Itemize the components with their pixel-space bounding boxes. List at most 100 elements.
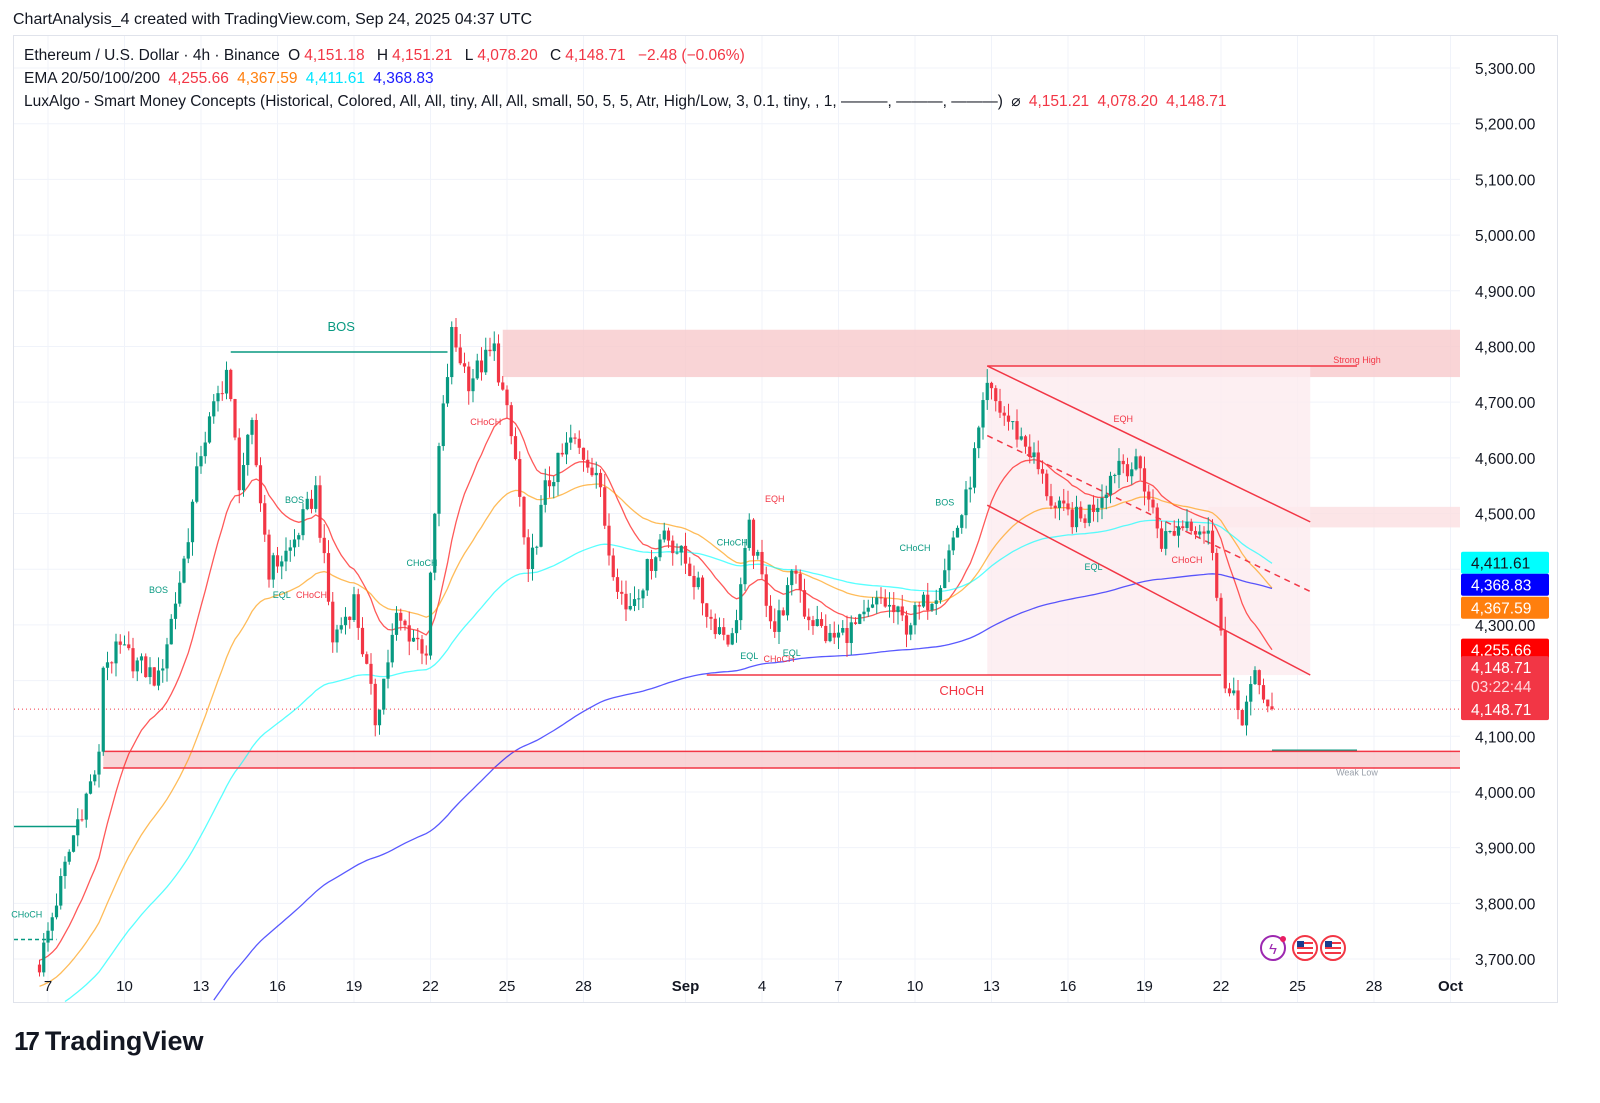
smc-label: CHoCH (11, 909, 42, 919)
smc-label: EQH (1113, 414, 1133, 424)
candle-body (913, 605, 917, 626)
smc-value-3: 4,148.71 (1166, 93, 1227, 110)
lightning-event-icon[interactable] (1260, 935, 1286, 961)
x-tick-label: 19 (1136, 978, 1153, 995)
y-tick-label: 4,800.00 (1475, 339, 1536, 356)
candle-body (288, 547, 292, 551)
smc-title: LuxAlgo - Smart Money Concepts (Historic… (24, 93, 1003, 110)
candle-body (1121, 460, 1125, 465)
y-tick-label: 4,300.00 (1475, 618, 1536, 635)
candle-body (1198, 531, 1202, 535)
ema-legend[interactable]: EMA 20/50/100/200 4,255.66 4,367.59 4,41… (24, 70, 438, 88)
ohlc-low: L 4,078.20 (465, 47, 542, 64)
candle-body (1168, 530, 1172, 532)
candle-body (382, 678, 386, 710)
candle-body (717, 627, 722, 635)
smc-label: CHoCH (470, 417, 501, 427)
x-tick-label: 13 (193, 978, 210, 995)
structure-levels (14, 351, 1460, 941)
candle-body (530, 547, 535, 570)
candle-body (896, 606, 900, 613)
x-tick-label: 22 (422, 978, 439, 995)
candle-body (258, 465, 263, 504)
ema50-value: 4,367.59 (237, 70, 298, 87)
candle-body (743, 547, 747, 585)
y-tick-label: 5,300.00 (1475, 61, 1536, 78)
candle-body (224, 369, 229, 394)
candle-body (1113, 474, 1117, 476)
candle-body (645, 559, 649, 591)
event-icons[interactable]: ϟ (1260, 935, 1346, 961)
candle-body (794, 570, 798, 574)
price-tag (1461, 573, 1549, 596)
candle-body (54, 905, 59, 918)
candle-body (1087, 504, 1091, 523)
x-tick-label: 22 (1213, 978, 1230, 995)
candle-body (773, 621, 777, 632)
price-tag-label: 4,411.61 (1471, 556, 1530, 573)
tradingview-logo[interactable]: 17 TradingView (14, 1026, 203, 1057)
x-tick-label: 10 (907, 978, 924, 995)
candle-body (326, 553, 331, 602)
candle-body (1091, 504, 1096, 512)
candle-body (688, 563, 692, 576)
candle-body (1219, 597, 1223, 631)
candle-body (1257, 670, 1261, 686)
candle-body (169, 618, 173, 645)
candle-body (1176, 526, 1181, 536)
countdown-label: 03:22:44 (1471, 679, 1532, 696)
candle-body (900, 606, 904, 616)
candle-body (1130, 469, 1134, 477)
candle-body (968, 487, 972, 490)
smc-label: CHoCH (406, 558, 437, 568)
candle-body (314, 485, 318, 509)
candle-body (535, 546, 539, 548)
candle-body (756, 551, 760, 556)
candle-body (866, 607, 870, 612)
candle-body (1096, 507, 1100, 512)
candle-body (496, 343, 501, 383)
candle-body (777, 610, 781, 632)
ema20-value: 4,255.66 (168, 70, 229, 87)
candle-body (637, 598, 641, 600)
candle-body (373, 683, 377, 726)
candle-body (292, 539, 297, 548)
candle-body (981, 400, 985, 428)
candle-body (84, 793, 88, 820)
candle-body (845, 628, 849, 643)
weak-low-zone (103, 751, 1460, 769)
candle-body (280, 561, 284, 567)
candle-body (441, 403, 445, 447)
candle-body (994, 388, 998, 402)
candle-body (305, 498, 309, 510)
candle-body (144, 656, 148, 678)
candle-body (734, 620, 739, 634)
lightning-glyph: ϟ (1269, 941, 1277, 958)
candle-body (1210, 530, 1215, 553)
smc-legend[interactable]: LuxAlgo - Smart Money Concepts (Historic… (24, 92, 1231, 111)
candle-body (37, 964, 42, 973)
candle-body (1015, 421, 1019, 440)
price-tag-label: 4,367.59 (1471, 601, 1531, 618)
candle-body (88, 781, 93, 794)
x-tick-label: 28 (1366, 978, 1383, 995)
candle-body (339, 625, 343, 630)
candle-body (1019, 436, 1023, 440)
candle-body (909, 625, 913, 635)
candle-body (1181, 526, 1185, 529)
candle-body (586, 459, 590, 468)
candle-body (195, 466, 199, 502)
candle-body (849, 622, 853, 643)
candle-body (118, 641, 122, 645)
candle-body (416, 637, 420, 640)
candle-body (1185, 521, 1189, 529)
candle-body (798, 573, 802, 591)
candle-body (1083, 518, 1087, 523)
candle-body (739, 584, 743, 621)
y-tick-label: 4,900.00 (1475, 284, 1536, 301)
candle-body (824, 625, 828, 642)
candle-body (1066, 503, 1070, 510)
